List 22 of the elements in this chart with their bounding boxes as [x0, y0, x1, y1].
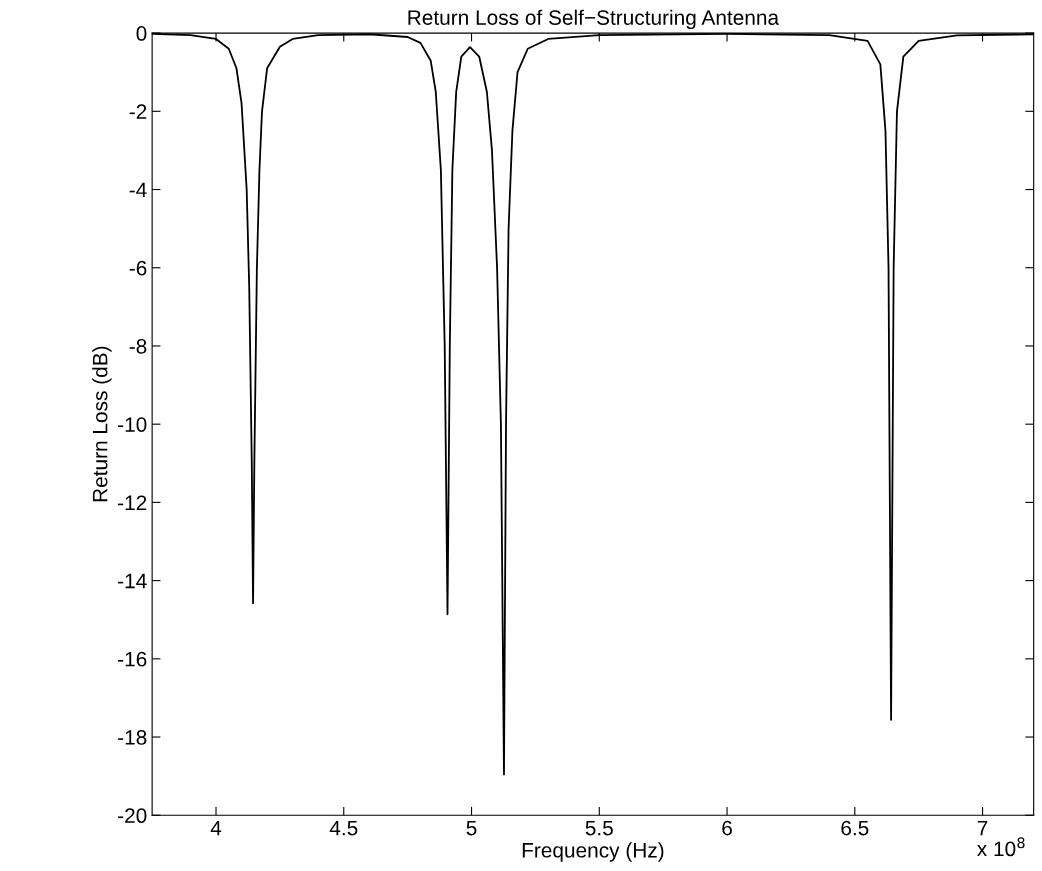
y-tick-label: -18 [118, 730, 147, 745]
x-tick-label: 4 [210, 820, 222, 836]
x-axis-title: Frequency (Hz) [522, 842, 664, 862]
chart-title: Return Loss of Self−Structuring Antenna [408, 9, 780, 30]
x-tick-label: 5.5 [585, 820, 613, 836]
x-tick-label: 7 [977, 820, 988, 836]
y-tick-label: -16 [118, 651, 147, 667]
y-tick-label: -2 [129, 104, 147, 119]
y-tick-label: -4 [129, 182, 147, 198]
y-axis-title: Return Loss (dB) [92, 346, 112, 502]
text: x 10$^{8}$ [977, 837, 1025, 857]
y-tick-label: -12 [118, 495, 147, 510]
x-tick-label: 4.5 [329, 820, 358, 836]
x-tick-label: 6.5 [841, 820, 869, 836]
y-tick-label: -6 [129, 260, 147, 276]
y-tick-label: -8 [129, 338, 147, 354]
x-tick-label: 6 [722, 820, 732, 836]
y-tick-label: 0 [136, 26, 147, 41]
y-tick-label: -10 [118, 417, 147, 432]
x-tick-label: 5 [466, 820, 477, 836]
y-tick-label: -20 [118, 808, 147, 824]
y-tick-label: -14 [118, 573, 147, 589]
